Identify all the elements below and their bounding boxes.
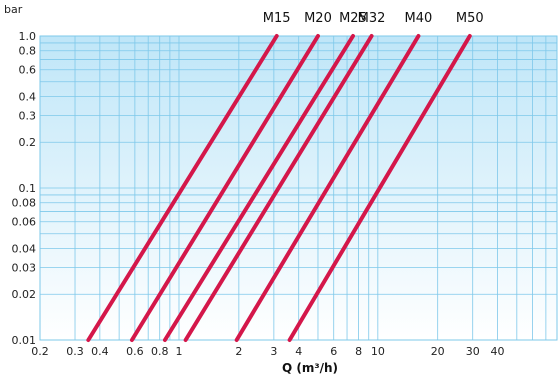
x-tick-labels: 0.2 0.3 0.4 0.6 0.8 1 2 3 4 6 8 10 20 30 40 <box>31 345 504 358</box>
x-tick-label: 0.8 <box>151 345 169 358</box>
x-tick-label: 0.4 <box>91 345 109 358</box>
x-tick-label: 8 <box>355 345 362 358</box>
y-tick-label: 0.1 <box>19 182 37 195</box>
series-line-m15 <box>86 34 279 342</box>
x-axis-label: Q (m³/h) <box>282 361 338 375</box>
y-tick-label: 0.02 <box>12 288 37 301</box>
x-tick-label: 0.6 <box>126 345 144 358</box>
x-tick-label: 20 <box>431 345 445 358</box>
y-tick-label: 0.8 <box>19 45 37 58</box>
y-tick-label: 0.3 <box>19 109 37 122</box>
x-tick-label: 3 <box>270 345 277 358</box>
x-tick-label: 30 <box>466 345 480 358</box>
y-tick-label: 0.01 <box>12 334 37 347</box>
x-tick-label: 1 <box>175 345 182 358</box>
x-tick-label: 4 <box>295 345 302 358</box>
plot-border <box>39 35 558 341</box>
x-tick-label: 0.3 <box>66 345 84 358</box>
x-tick-label: 0.2 <box>31 345 49 358</box>
grid-lines <box>39 35 558 341</box>
series-line-m32 <box>183 34 374 342</box>
y-tick-label: 0.04 <box>12 242 37 255</box>
y-tick-label: 1.0 <box>19 30 37 43</box>
series-label-m32: M32 <box>358 11 386 26</box>
y-tick-label: 0.4 <box>19 90 37 103</box>
y-tick-label: 0.2 <box>19 136 37 149</box>
series-line-m25 <box>162 34 355 342</box>
series-lines <box>86 34 472 342</box>
series-label-m15: M15 <box>263 11 291 26</box>
series-line-m20 <box>129 34 320 342</box>
x-tick-label: 6 <box>330 345 337 358</box>
y-axis-label: bar <box>4 3 23 16</box>
y-tick-label: 0.6 <box>19 64 37 77</box>
series-label-m50: M50 <box>456 11 484 26</box>
x-tick-label: 40 <box>491 345 505 358</box>
y-tick-label: 0.06 <box>12 216 37 229</box>
series-label-m40: M40 <box>405 11 433 26</box>
series-line-m40 <box>234 34 421 342</box>
series-label-m20: M20 <box>304 11 332 26</box>
y-tick-label: 0.08 <box>12 197 37 210</box>
series-line-m50 <box>287 34 472 342</box>
x-tick-label: 2 <box>235 345 242 358</box>
series-label-m25: M25 <box>339 11 367 26</box>
y-tick-labels: 0.01 0.02 0.03 0.04 0.06 0.08 0.1 0.2 0.3 0.4 0.6 0… <box>12 30 37 347</box>
x-tick-label: 10 <box>371 345 385 358</box>
y-tick-label: 0.03 <box>12 261 37 274</box>
